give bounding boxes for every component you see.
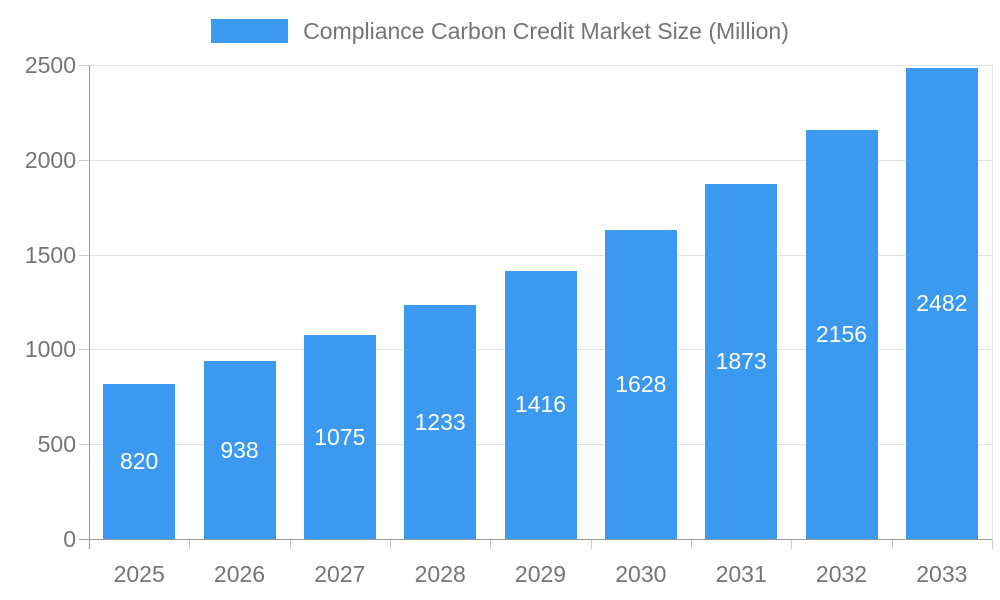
gridline <box>89 159 992 161</box>
x-axis-tick <box>791 539 793 549</box>
bar-value-label: 820 <box>119 447 159 474</box>
x-axis-label: 2025 <box>113 561 165 587</box>
x-axis-tick <box>590 539 592 549</box>
x-axis-tick <box>189 539 191 549</box>
x-axis-label: 2032 <box>815 561 868 587</box>
bar-value-label: 938 <box>220 436 259 463</box>
y-axis-tick <box>79 254 89 256</box>
bar-2032[interactable]: 2156 <box>805 130 878 539</box>
x-axis-label: 2031 <box>715 561 767 587</box>
bar-value-label: 2156 <box>815 321 868 348</box>
x-axis-label: 2030 <box>615 561 667 587</box>
bar-2025[interactable]: 820 <box>103 383 176 539</box>
bar-2030[interactable]: 1628 <box>604 230 677 539</box>
legend-item[interactable]: Compliance Carbon Credit Market Size (Mi… <box>211 17 789 45</box>
bar-2033[interactable]: 2482 <box>905 68 978 539</box>
y-axis-label: 2000 <box>24 146 76 173</box>
y-axis-label: 2500 <box>24 52 76 78</box>
bar-2031[interactable]: 1873 <box>705 183 778 539</box>
gridline <box>89 65 992 66</box>
x-axis-tick <box>992 539 993 549</box>
legend-marker-icon <box>211 19 289 43</box>
x-axis-tick <box>490 539 492 549</box>
bar-value-label: 1416 <box>514 391 567 418</box>
y-axis-tick <box>79 349 89 351</box>
plot-right-border <box>992 65 993 539</box>
y-axis-tick <box>79 159 89 161</box>
y-axis-label: 500 <box>37 431 76 458</box>
legend: Compliance Carbon Credit Market Size (Mi… <box>0 17 1000 45</box>
x-axis-tick <box>289 539 291 549</box>
x-axis-tick <box>891 539 893 549</box>
x-axis-line <box>79 539 992 540</box>
bar-value-label: 1873 <box>715 347 767 374</box>
bar-2028[interactable]: 1233 <box>404 305 477 539</box>
bar-value-label: 1233 <box>414 408 466 435</box>
bar-value-label: 1628 <box>615 371 667 398</box>
x-axis-label: 2029 <box>514 561 567 587</box>
x-axis-label: 2028 <box>414 561 466 587</box>
bar-2027[interactable]: 1075 <box>303 335 376 539</box>
y-axis-tick <box>79 444 89 446</box>
y-axis-tick <box>79 65 89 66</box>
x-axis-label: 2033 <box>916 561 968 587</box>
gridline <box>89 254 992 256</box>
bar-value-label: 1075 <box>314 423 366 450</box>
bar-2029[interactable]: 1416 <box>504 270 577 539</box>
y-axis-label: 0 <box>63 526 76 552</box>
chart-title: Compliance Carbon Credit Market Size (Mi… <box>303 18 789 44</box>
y-axis-label: 1500 <box>24 241 76 268</box>
bar-2026[interactable]: 938 <box>203 361 276 539</box>
x-axis-label: 2027 <box>314 561 366 587</box>
x-axis-tick <box>691 539 692 549</box>
x-axis-tick <box>390 539 391 549</box>
x-axis-label: 2026 <box>213 561 266 587</box>
y-axis-line <box>89 65 90 549</box>
bar-value-label: 2482 <box>916 290 968 317</box>
y-axis-label: 1000 <box>24 336 76 363</box>
